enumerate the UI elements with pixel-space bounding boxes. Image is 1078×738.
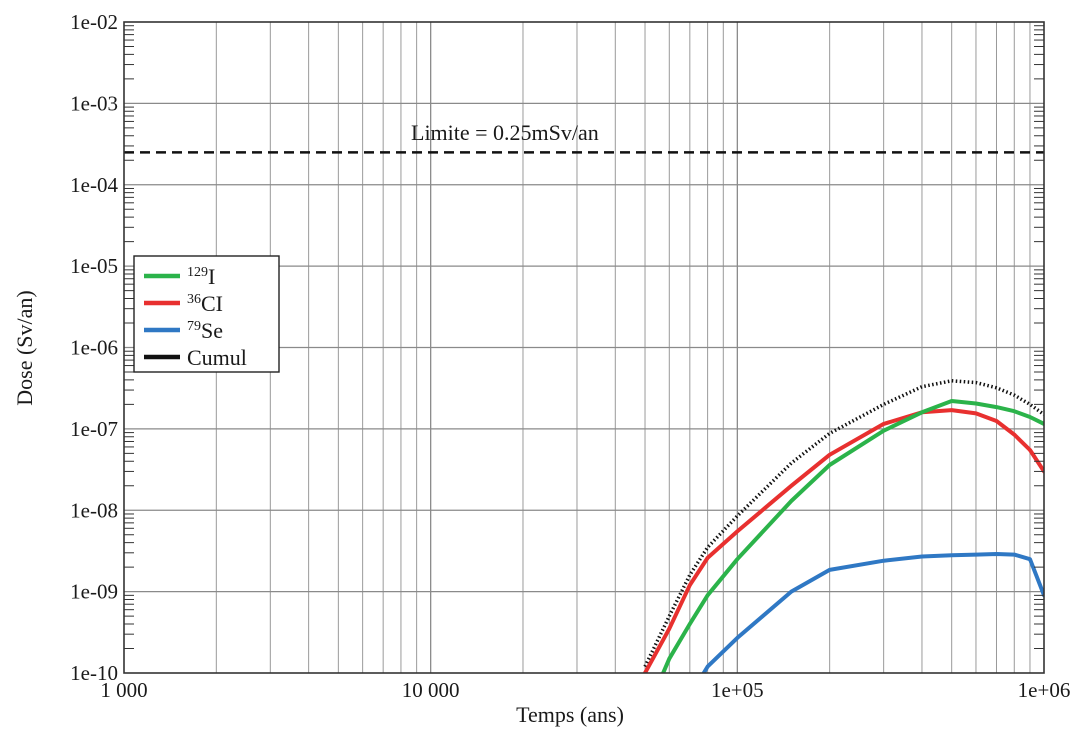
legend-entry: 129I bbox=[187, 264, 215, 289]
y-axis-title: Dose (Sv/an) bbox=[12, 290, 37, 405]
series-group bbox=[643, 379, 1044, 673]
series-line bbox=[660, 399, 1044, 673]
y-tick-label: 1e-03 bbox=[70, 91, 118, 115]
x-tick-label: 1 000 bbox=[100, 678, 147, 702]
legend-entry: Cumul bbox=[187, 345, 247, 370]
minor-ticks bbox=[124, 25, 1044, 650]
legend-entry: 36CI bbox=[187, 291, 223, 316]
series-line bbox=[701, 552, 1044, 673]
y-tick-label: 1e-07 bbox=[70, 417, 118, 441]
legend-box bbox=[133, 255, 280, 373]
series-line bbox=[643, 408, 1044, 673]
series-line bbox=[643, 379, 1044, 668]
y-tick-label: 1e-02 bbox=[70, 10, 118, 34]
y-tick-label: 1e-05 bbox=[70, 254, 118, 278]
y-tick-label: 1e-10 bbox=[70, 661, 118, 685]
x-axis-title: Temps (ans) bbox=[516, 702, 624, 727]
reference-line-label: Limite = 0.25mSv/an bbox=[411, 120, 599, 145]
tick-labels: 1 000 10 000 1e+05 1e+06 1e-10 1e-09 1e-08 1e-0… bbox=[70, 10, 1070, 702]
y-tick-label: 1e-09 bbox=[70, 580, 118, 604]
plot-frame bbox=[123, 21, 1045, 674]
x-tick-label: 1e+06 bbox=[1018, 678, 1071, 702]
y-tick-label: 1e-04 bbox=[70, 173, 118, 197]
x-tick-label: 1e+05 bbox=[711, 678, 764, 702]
y-tick-label: 1e-08 bbox=[70, 498, 118, 522]
legend-entry: 79Se bbox=[187, 318, 223, 343]
y-tick-label: 1e-06 bbox=[70, 336, 118, 360]
x-tick-label: 10 000 bbox=[402, 678, 460, 702]
